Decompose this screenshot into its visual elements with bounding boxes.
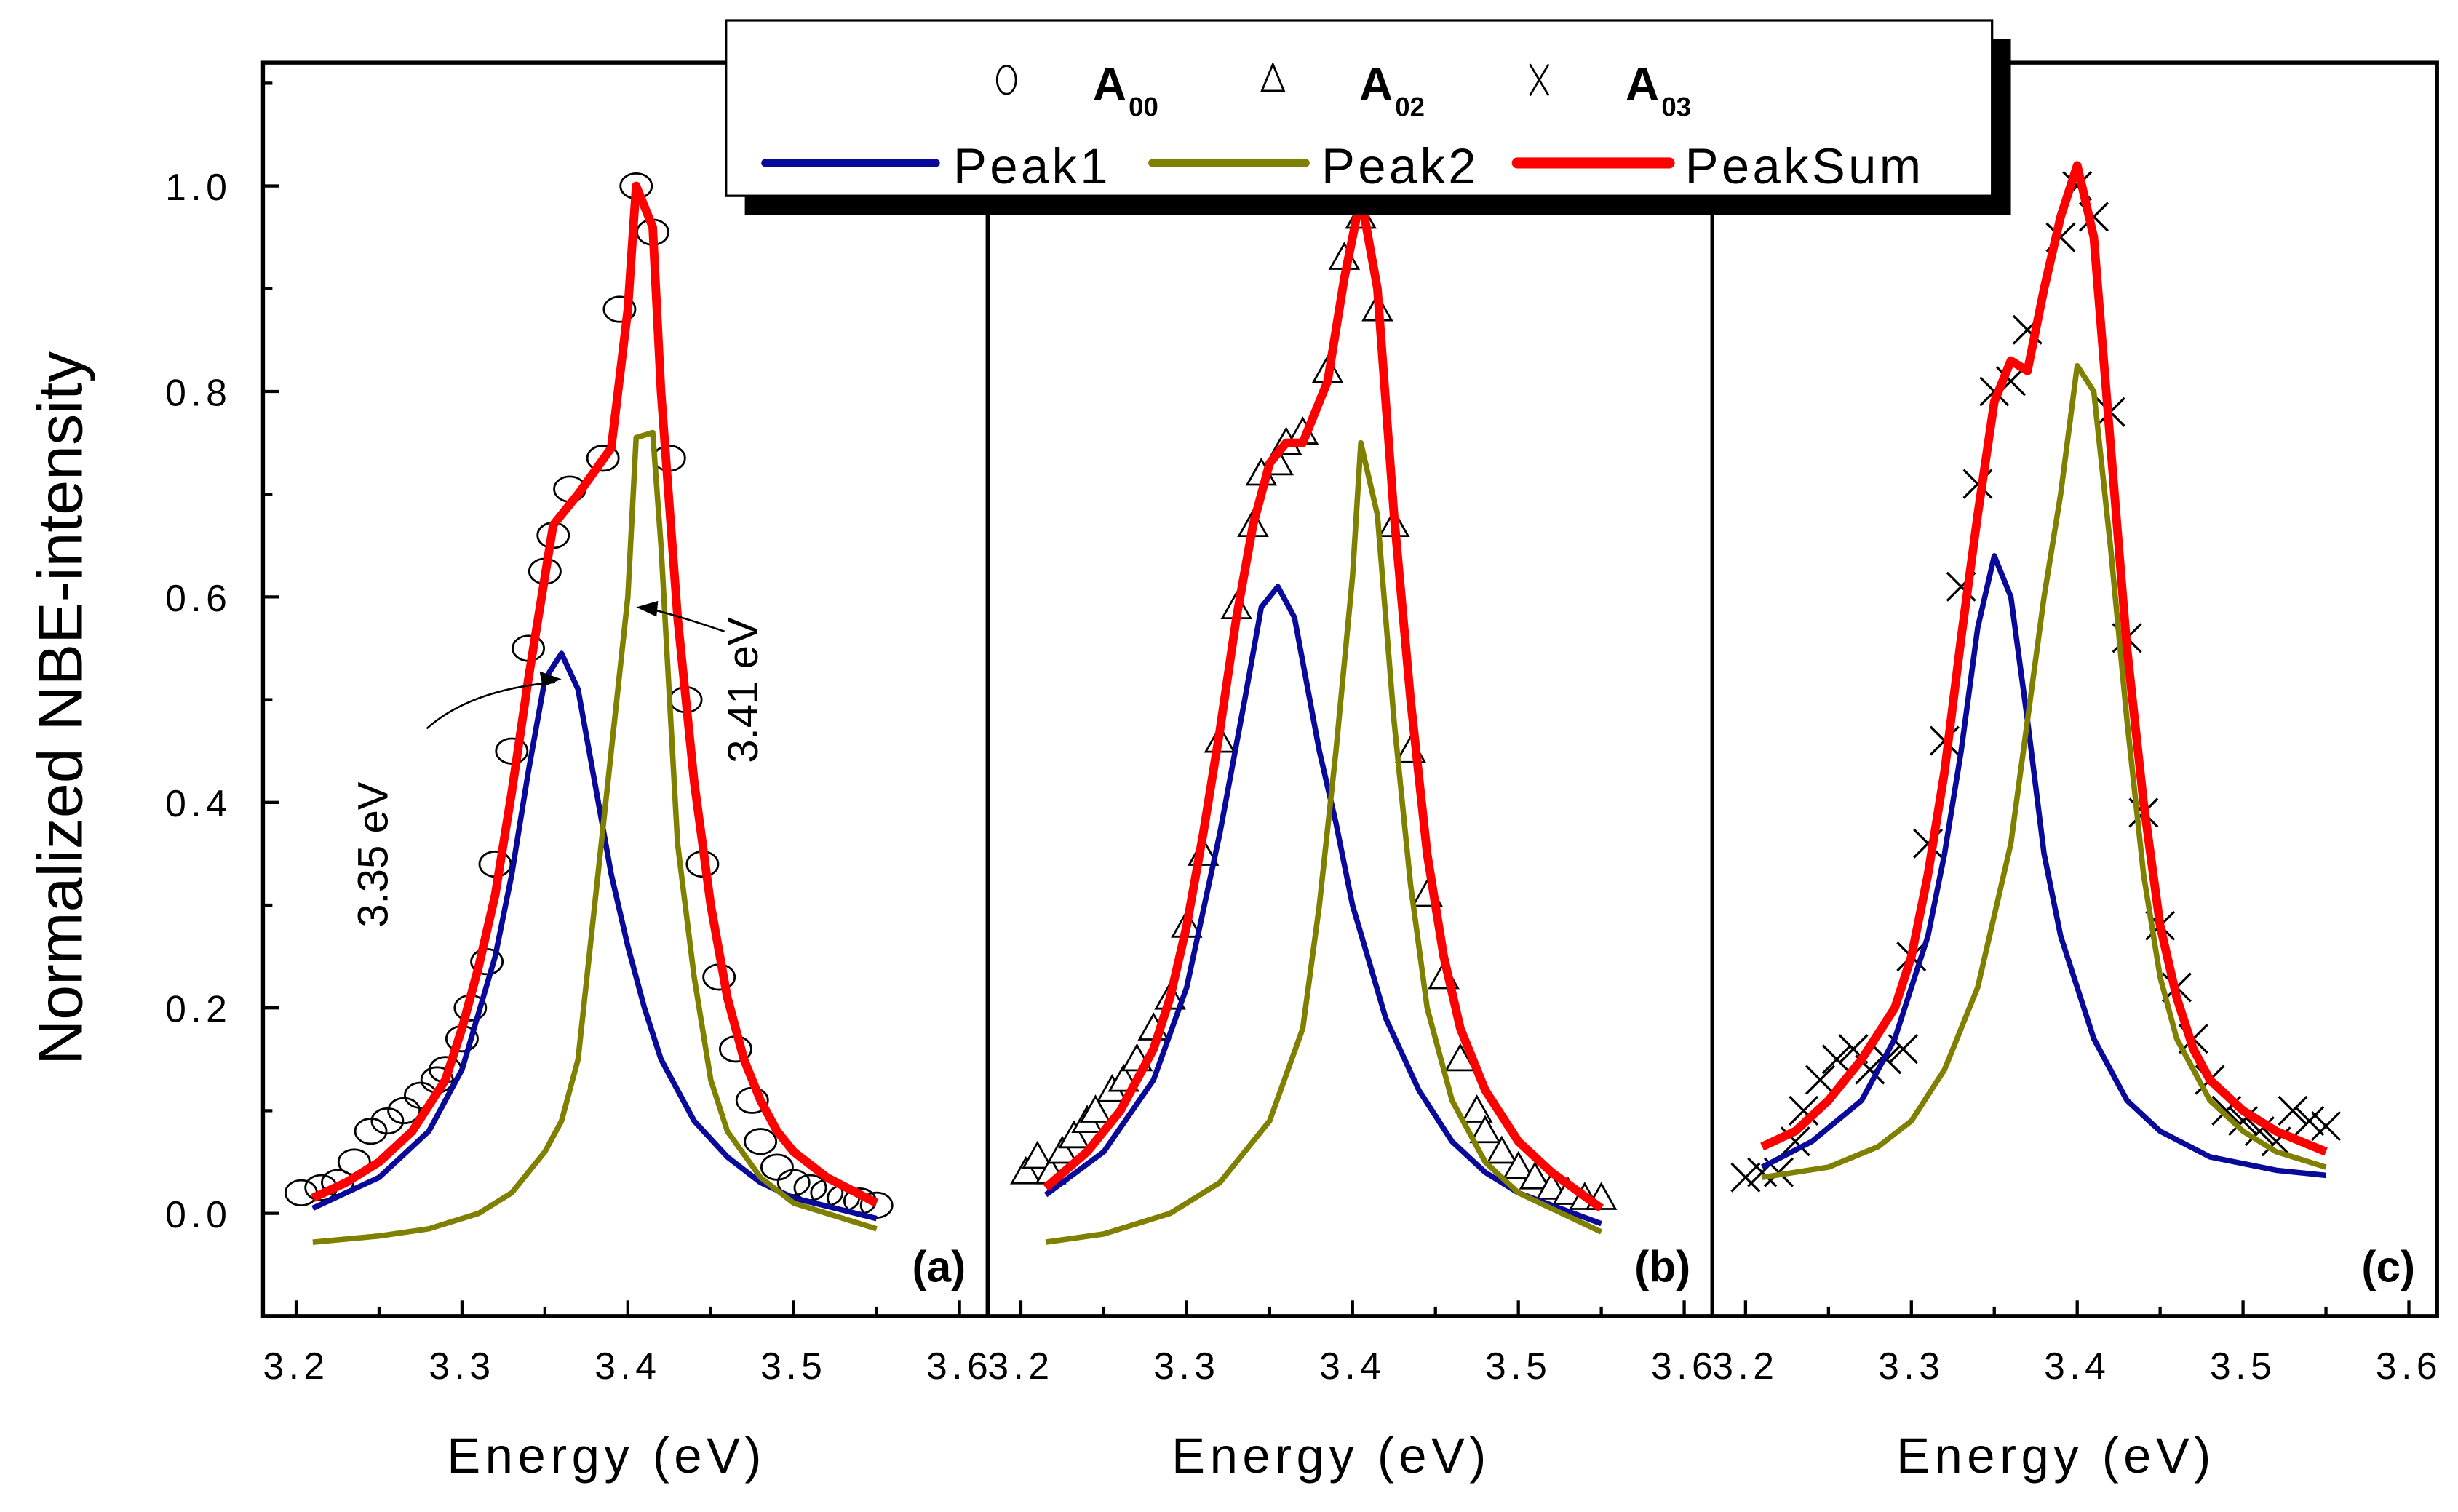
peak1-line bbox=[311, 650, 878, 1222]
data-point-a03 bbox=[1821, 1044, 1852, 1075]
data-point-a02 bbox=[1535, 1171, 1568, 1200]
x-tick-label: 3.3 bbox=[429, 1345, 495, 1387]
x-tick-label: 3.5 bbox=[2210, 1345, 2276, 1387]
plot-frame bbox=[260, 60, 990, 1318]
x-tick-label: 3.2 bbox=[1712, 1345, 1778, 1387]
legend-triangle-icon bbox=[1260, 61, 1286, 92]
peak2-line bbox=[1762, 362, 2327, 1180]
data-point-a00 bbox=[793, 1174, 827, 1201]
data-point-a03 bbox=[2311, 1111, 2342, 1142]
annotation-label: 3.35 eV bbox=[350, 781, 397, 928]
data-point-a02 bbox=[1469, 1115, 1501, 1144]
peak2-line bbox=[1045, 439, 1603, 1245]
y-axis-label: Normalized NBE-intensity bbox=[26, 351, 96, 1065]
panel-c: 3.2 3.3 3.4 3.5 3.6 Energy (eV) (c) bbox=[1710, 60, 2442, 1484]
legend-marker-label: A bbox=[1093, 58, 1127, 111]
panel-a: 0.0 0.2 0.4 0.6 0.8 1.0 3.2 3.3 3.4 3.5 3.6 Energy … bbox=[165, 60, 993, 1484]
peaksum-line bbox=[1760, 161, 2328, 1156]
peak1-line bbox=[1760, 553, 2326, 1179]
data-point-a02 bbox=[1460, 1094, 1493, 1123]
annotation-arrow bbox=[426, 681, 556, 730]
y-tick-label: 0.6 bbox=[165, 577, 231, 619]
arrowhead-icon bbox=[539, 671, 562, 688]
data-point-a02 bbox=[1021, 1140, 1054, 1169]
panel-b: 3.2 3.3 3.4 3.5 3.6 Energy (eV) (b) bbox=[985, 60, 1717, 1484]
y-tick-label: 0.2 bbox=[165, 988, 231, 1030]
annotation-label: 3.41 eV bbox=[720, 617, 767, 763]
x-tick-label: 3.2 bbox=[263, 1345, 329, 1387]
x-tick-label: 3.2 bbox=[987, 1345, 1054, 1387]
x-tick-label: 3.6 bbox=[1651, 1345, 1717, 1387]
panel-label: (a) bbox=[912, 1241, 966, 1291]
x-tick-label: 3.3 bbox=[1153, 1345, 1220, 1387]
data-point-a00 bbox=[387, 1097, 421, 1125]
data-point-a02 bbox=[1486, 1135, 1518, 1164]
data-point-a00 bbox=[354, 1118, 388, 1145]
legend-circle-icon bbox=[995, 65, 1017, 95]
data-point-a00 bbox=[602, 295, 637, 323]
data-point-a00 bbox=[370, 1107, 405, 1135]
plot-frame bbox=[1710, 60, 2439, 1318]
legend-marker-subscript: 00 bbox=[1129, 92, 1158, 122]
data-point-a00 bbox=[744, 1128, 778, 1155]
peak1-line bbox=[1043, 584, 1602, 1227]
legend-cross-icon bbox=[1529, 63, 1550, 97]
data-point-a03 bbox=[1730, 1162, 1761, 1193]
data-point-a00 bbox=[760, 1153, 794, 1181]
x-axis-label: Energy (eV) bbox=[1172, 1428, 1491, 1484]
x-tick-label: 3.4 bbox=[2044, 1345, 2110, 1387]
data-point-a03 bbox=[2294, 1106, 2325, 1137]
x-tick-label: 3.3 bbox=[1878, 1345, 1944, 1387]
legend-marker-label: A bbox=[1626, 58, 1660, 111]
data-point-a03 bbox=[2278, 1095, 2308, 1126]
data-point-a02 bbox=[1046, 1135, 1078, 1164]
data-point-a02 bbox=[1079, 1094, 1112, 1123]
x-axis-label: Energy (eV) bbox=[447, 1428, 766, 1484]
data-point-a00 bbox=[284, 1179, 318, 1207]
legend-marker-subscript: 03 bbox=[1661, 92, 1691, 122]
data-point-a02 bbox=[1502, 1150, 1535, 1179]
x-tick-label: 3.5 bbox=[1485, 1345, 1551, 1387]
peaksum-line bbox=[311, 181, 879, 1207]
x-tick-label: 3.6 bbox=[2376, 1345, 2442, 1387]
x-axis-label: Energy (eV) bbox=[1896, 1428, 2216, 1484]
legend-line-label: Peak1 bbox=[953, 138, 1111, 194]
data-point-a02 bbox=[1010, 1155, 1042, 1185]
peaksum-line bbox=[1043, 191, 1604, 1212]
legend-marker-subscript: 02 bbox=[1395, 92, 1425, 122]
y-tick-label: 0.4 bbox=[165, 782, 231, 824]
data-point-a02 bbox=[1444, 1043, 1476, 1072]
legend-line-label: PeakSum bbox=[1685, 138, 1925, 194]
x-tick-label: 3.4 bbox=[1319, 1345, 1385, 1387]
panel-label: (c) bbox=[2361, 1241, 2415, 1291]
data-point-a02 bbox=[1519, 1161, 1551, 1190]
x-tick-label: 3.4 bbox=[594, 1345, 661, 1387]
y-tick-label: 0.8 bbox=[165, 371, 231, 413]
peak2-line bbox=[312, 429, 878, 1245]
data-point-a02 bbox=[1058, 1120, 1090, 1149]
y-tick-label: 0.0 bbox=[165, 1193, 231, 1236]
y-tick-label: 1.0 bbox=[165, 166, 231, 208]
x-tick-label: 3.6 bbox=[926, 1345, 993, 1387]
x-tick-label: 3.5 bbox=[760, 1345, 827, 1387]
panel-label: (b) bbox=[1634, 1241, 1690, 1291]
data-point-a00 bbox=[586, 445, 620, 472]
legend-marker-label: A bbox=[1359, 58, 1393, 111]
data-point-a03 bbox=[1805, 1065, 1835, 1095]
legend-line-label: Peak2 bbox=[1321, 138, 1479, 194]
arrowhead-icon bbox=[636, 600, 659, 617]
